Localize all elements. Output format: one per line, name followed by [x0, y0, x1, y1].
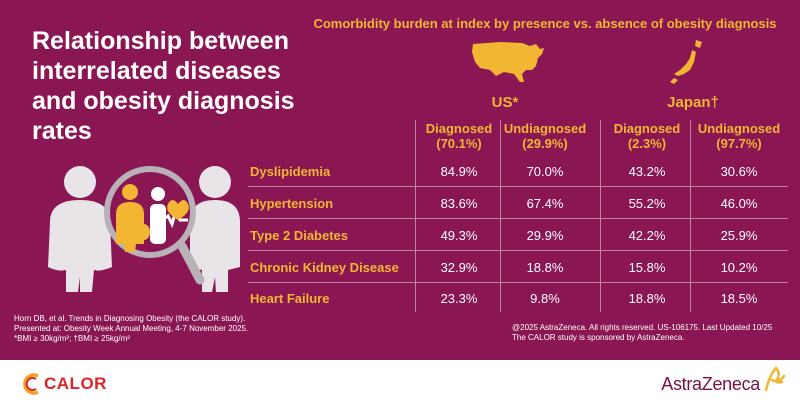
row-label-type-2-diabetes: Type 2 Diabetes: [250, 228, 349, 243]
row-divider: [248, 218, 788, 219]
column-divider: [600, 120, 601, 312]
astrazeneca-symbol-icon: [764, 365, 786, 391]
calor-sun-icon: [23, 373, 39, 395]
infographic-panel: Relationship between interrelated diseas…: [0, 0, 800, 360]
row-label-hypertension: Hypertension: [250, 196, 334, 211]
row-label-heart-failure: Heart Failure: [250, 291, 330, 306]
astrazeneca-logo: AstraZeneca: [661, 365, 786, 395]
table-cell: 9.8%: [530, 291, 560, 306]
country-label-us: US*: [491, 94, 519, 111]
copyright-footnote: @2025 AstraZeneca. All rights reserved. …: [512, 323, 773, 342]
calor-wordmark: CALOR: [44, 374, 107, 393]
table-cell: 25.9%: [720, 228, 758, 243]
japan-map-icon: [670, 40, 702, 84]
table-cell: 18.5%: [720, 291, 758, 306]
reference-footnote: Horn DB, et al. Trends in Diagnosing Obe…: [14, 314, 249, 343]
row-divider: [248, 282, 788, 283]
col-header-us-diagnosed: Diagnosed (70.1%): [425, 121, 493, 151]
table-cell: 10.2%: [720, 260, 758, 275]
column-divider: [415, 120, 416, 312]
col-header-japan-diagnosed: Diagnosed (2.3%): [613, 121, 681, 151]
column-divider: [690, 120, 691, 312]
table-cell: 32.9%: [440, 260, 478, 275]
table-cell: 43.2%: [628, 164, 666, 179]
table-cell: 15.8%: [628, 260, 666, 275]
table-cell: 49.3%: [440, 228, 478, 243]
country-label-japan: Japan†: [667, 94, 719, 111]
table-cell: 46.0%: [720, 196, 758, 211]
column-divider: [500, 120, 501, 312]
col-header-us-undiagnosed: Undiagnosed (29.9%): [503, 121, 587, 151]
row-label-dyslipidemia: Dyslipidemia: [250, 164, 331, 179]
calor-logo: CALOR: [22, 372, 107, 396]
usa-map-icon: [472, 42, 544, 82]
table-cell: 70.0%: [526, 164, 564, 179]
obesity-illustration-icon: [48, 166, 240, 292]
page-title: Relationship between interrelated diseas…: [32, 27, 295, 145]
row-label-chronic-kidney-disease: Chronic Kidney Disease: [250, 260, 399, 275]
astrazeneca-wordmark: AstraZeneca: [661, 374, 760, 394]
row-divider: [248, 250, 788, 251]
table-cell: 18.8%: [628, 291, 666, 306]
table-cell: 67.4%: [526, 196, 564, 211]
table-cell: 30.6%: [720, 164, 758, 179]
table-subtitle: Comorbidity burden at index by presence …: [313, 16, 777, 31]
row-divider: [248, 186, 788, 187]
table-cell: 83.6%: [440, 196, 478, 211]
table-cell: 18.8%: [526, 260, 564, 275]
table-cell: 84.9%: [440, 164, 478, 179]
col-header-japan-undiagnosed: Undiagnosed (97.7%): [697, 121, 781, 151]
table-cell: 29.9%: [526, 228, 564, 243]
table-cell: 55.2%: [628, 196, 666, 211]
table-cell: 23.3%: [440, 291, 478, 306]
table-cell: 42.2%: [628, 228, 666, 243]
